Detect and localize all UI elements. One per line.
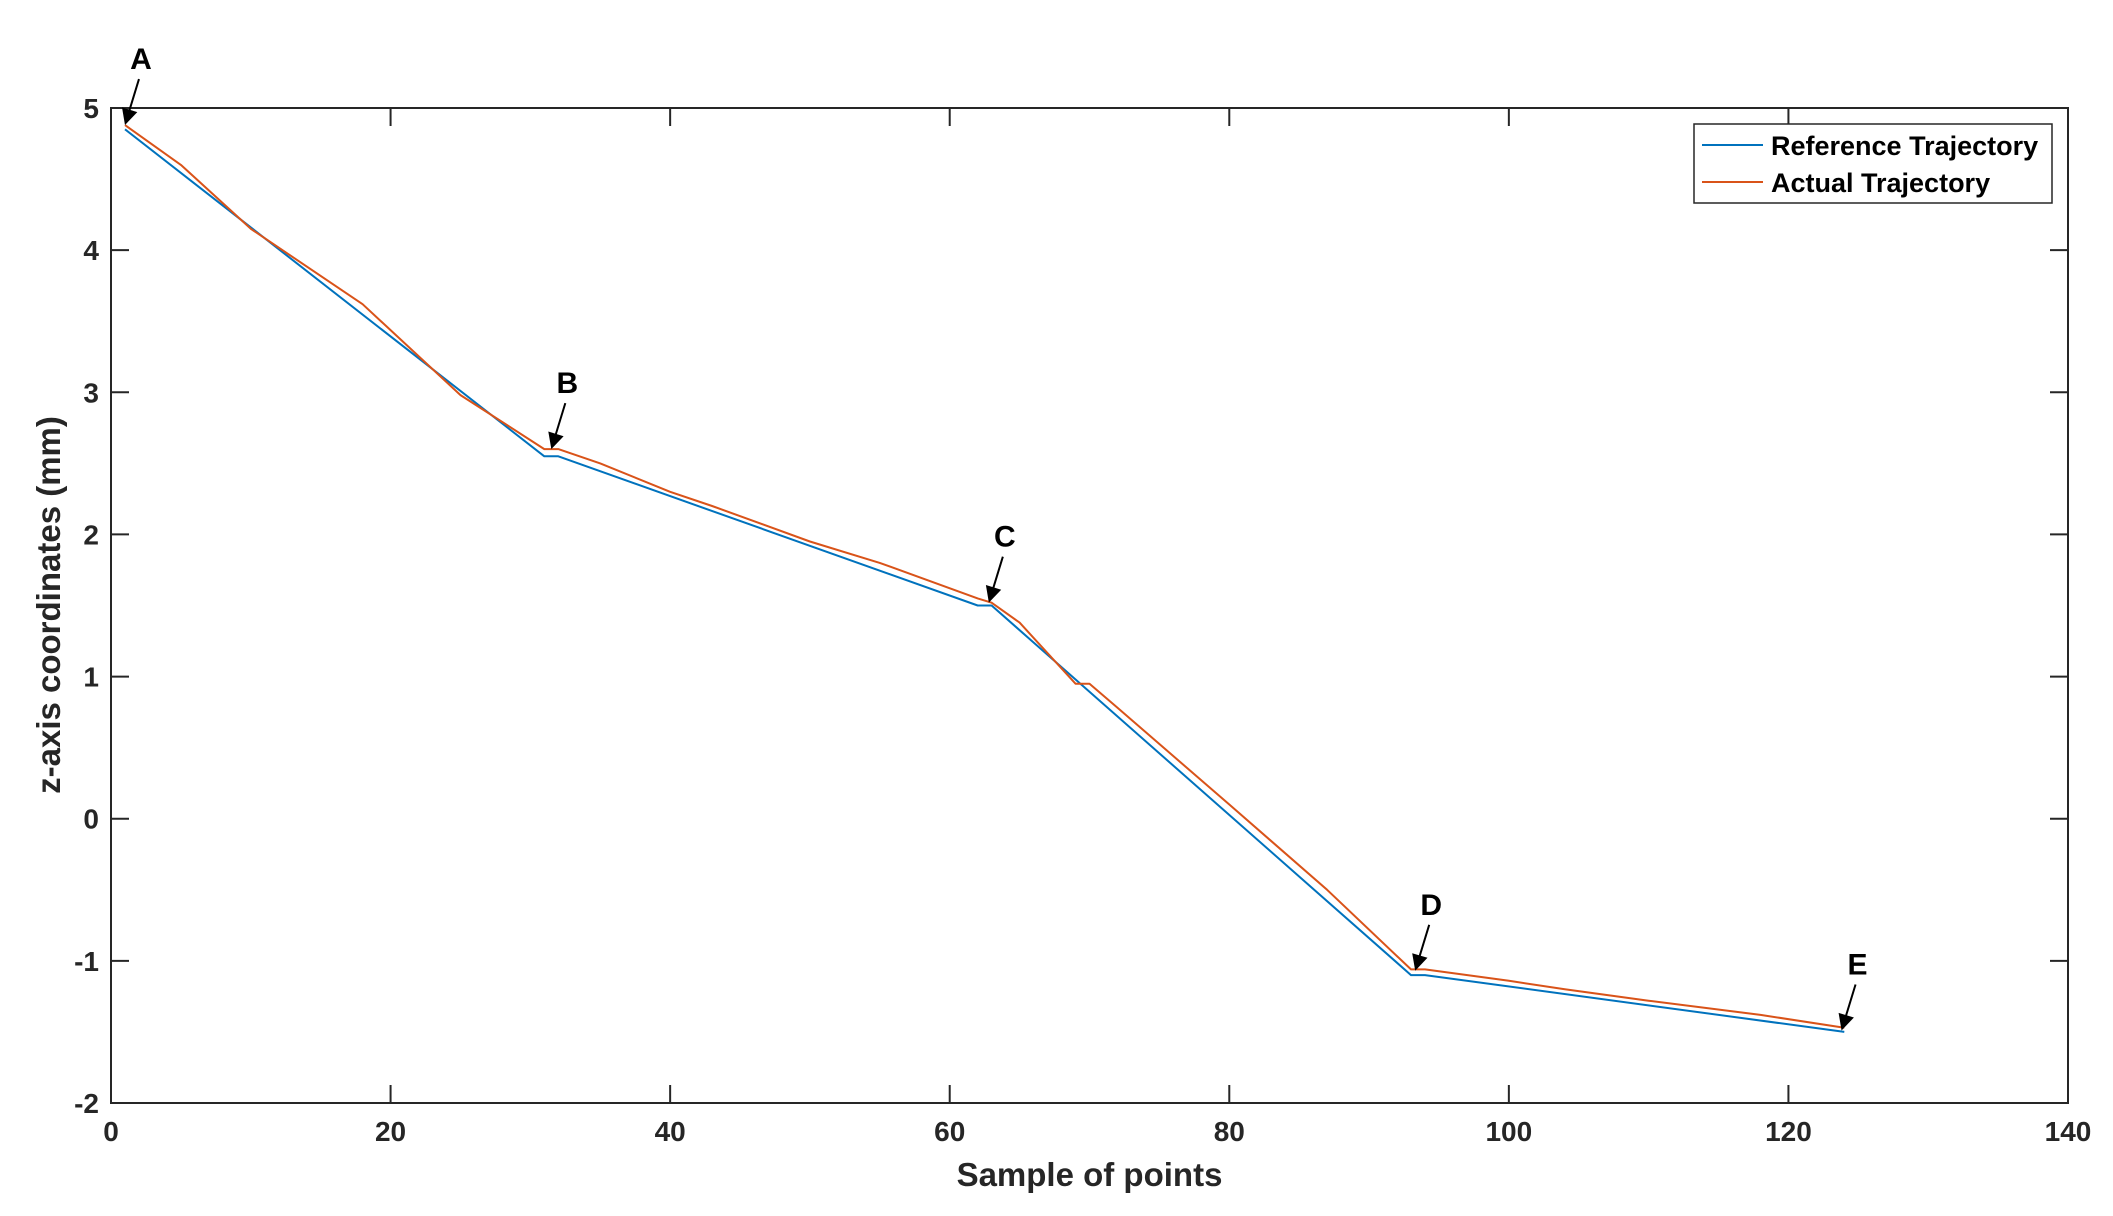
x-tick-label: 100 (1485, 1116, 1532, 1147)
x-tick-label: 0 (103, 1116, 119, 1147)
annotation-label-d: D (1420, 889, 1442, 922)
y-tick-label: 2 (83, 519, 99, 550)
annotation-arrow-a (127, 78, 140, 116)
annotation-arrowhead-a (122, 107, 138, 126)
series-line-actual-trajectory (124, 124, 1845, 1029)
annotation-arrow-d (1417, 924, 1431, 962)
x-tick-label: 40 (655, 1116, 686, 1147)
annotation-arrow-c (990, 556, 1004, 593)
legend-label-actual: Actual Trajectory (1771, 168, 1990, 198)
x-axis-label: Sample of points (957, 1156, 1223, 1193)
annotation-label-b: B (556, 367, 578, 400)
annotation-arrow-b (553, 402, 567, 440)
x-tick-label: 80 (1214, 1116, 1245, 1147)
legend-label-reference: Reference Trajectory (1771, 131, 2038, 161)
annotation-arrowhead-c (985, 585, 1002, 603)
plot-frame (110, 107, 2069, 1104)
y-tick-label: 5 (83, 93, 99, 124)
x-tick-label: 140 (2045, 1116, 2092, 1147)
annotation-label-a: A (130, 43, 152, 76)
y-tick-label: 4 (83, 235, 99, 266)
legend[interactable]: Reference Trajectory Actual Trajectory (1693, 123, 2053, 204)
y-tick-label: -2 (74, 1088, 99, 1119)
annotations: A B C D E (122, 43, 1868, 1031)
annotation-label-e: E (1848, 949, 1868, 982)
annotation-arrow-e (1843, 984, 1857, 1021)
y-tick-label: 1 (83, 662, 99, 693)
y-tick-label: 3 (83, 377, 99, 408)
annotation-arrowhead-d (1412, 953, 1428, 971)
x-tick-label: 20 (375, 1116, 406, 1147)
y-tick-label: 0 (83, 804, 99, 835)
series-line-reference-trajectory (124, 128, 1845, 1033)
axis-tick-labels: 0 20 40 60 80 100 120 140 -2 -1 0 1 2 3 4 5 (74, 93, 2091, 1147)
annotation-label-c: C (994, 521, 1016, 554)
plot-lines (124, 124, 1845, 1033)
y-tick-label: -1 (74, 946, 99, 977)
y-axis-label: z-axis coordinates (mm) (30, 416, 67, 794)
annotation-arrowhead-b (548, 431, 564, 450)
annotation-arrowhead-e (1838, 1012, 1854, 1031)
x-tick-label: 120 (1765, 1116, 1812, 1147)
legend-box (1693, 123, 2053, 204)
axis-ticks (110, 107, 2069, 1104)
x-tick-label: 60 (934, 1116, 965, 1147)
